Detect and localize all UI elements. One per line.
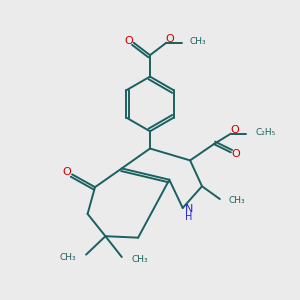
Text: CH₃: CH₃ [60,253,76,262]
Text: CH₃: CH₃ [229,196,245,205]
Text: C₂H₅: C₂H₅ [255,128,275,137]
Text: H: H [185,212,192,223]
Text: CH₃: CH₃ [190,37,206,46]
Text: N: N [185,204,194,214]
Text: O: O [232,149,241,159]
Text: O: O [230,125,239,135]
Text: O: O [62,167,71,177]
Text: O: O [166,34,174,44]
Text: O: O [124,36,133,46]
Text: CH₃: CH₃ [131,256,148,265]
